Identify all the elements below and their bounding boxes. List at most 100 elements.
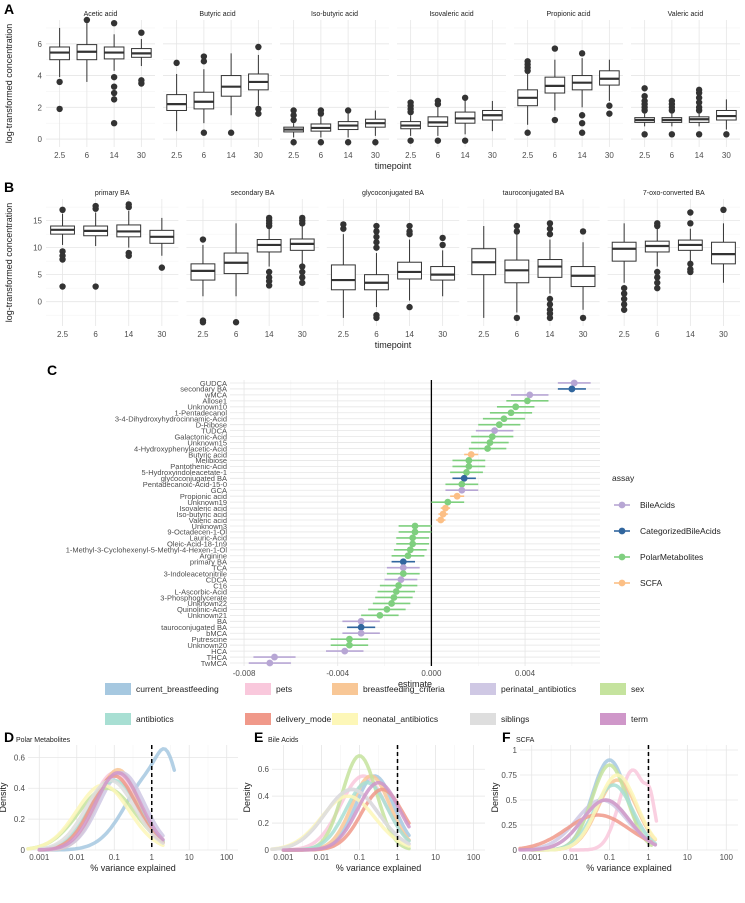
panel-letter: C <box>47 362 57 378</box>
x-axis-title: % variance explained <box>336 863 422 873</box>
estimate-point <box>266 659 274 667</box>
y-tick-label: 0 <box>265 846 270 855</box>
x-tick-label: 30 <box>254 151 263 160</box>
legend-label: PolarMetabolites <box>640 552 703 562</box>
y-tick-label: 3-Phosphoglycerate <box>160 593 227 602</box>
y-tick-label: GUDCA <box>200 379 227 388</box>
outlier-point <box>125 201 132 208</box>
box <box>131 29 152 87</box>
legend-label: antibiotics <box>136 714 174 724</box>
density-curve <box>518 798 658 852</box>
outlier-point <box>59 256 66 263</box>
outlier-point <box>56 78 63 86</box>
y-tick-label: 10 <box>33 244 42 253</box>
estimate-point <box>491 427 499 435</box>
legend-key-swatch <box>600 713 626 725</box>
estimate-point <box>406 546 414 554</box>
x-tick-label: 30 <box>298 330 307 339</box>
box <box>537 220 563 322</box>
outlier-point <box>110 19 118 27</box>
y-tick-label: 0 <box>38 298 43 307</box>
outlier-point <box>578 50 586 57</box>
box <box>166 59 187 132</box>
y-tick-label: 2 <box>38 103 43 112</box>
box <box>611 223 637 313</box>
x-tick-label: 0.01 <box>314 853 330 862</box>
estimate-point <box>458 480 466 488</box>
y-tick-label: Unknown20 <box>187 641 227 650</box>
x-tick-label: 2.5 <box>197 330 209 339</box>
box <box>116 201 142 259</box>
y-tick-label: Unknown22 <box>187 599 227 608</box>
outlier-point <box>620 290 628 297</box>
estimate-point <box>390 594 398 601</box>
y-tick-label: Oleic-Acid-18-1n9 <box>167 540 227 549</box>
outlier-point <box>641 131 648 138</box>
x-tick-label: 14 <box>405 330 414 339</box>
outlier-point <box>546 230 554 238</box>
x-tick-label: 0.1 <box>604 853 616 862</box>
estimate-point <box>460 474 468 482</box>
outlier-point <box>173 59 180 67</box>
outlier-point <box>110 89 118 97</box>
outlier-point <box>620 301 628 308</box>
x-tick-label: 2.5 <box>619 330 631 339</box>
estimate-point <box>271 653 278 661</box>
x-tick-label: 14 <box>461 151 470 160</box>
estimate-point <box>383 605 391 613</box>
legend-label: perinatal_antibiotics <box>501 684 576 694</box>
outlier-point <box>695 131 703 138</box>
y-tick-label: Quinolinic-Acid <box>177 605 227 614</box>
outlier-point <box>578 129 586 136</box>
box <box>471 226 497 318</box>
y-axis-title: Density <box>0 782 8 813</box>
box <box>49 27 70 113</box>
y-tick-label: Unknown21 <box>187 611 227 620</box>
estimate-point <box>568 385 576 393</box>
legend-key-swatch <box>470 683 496 695</box>
legend-label: SCFA <box>640 578 663 588</box>
outlier-point <box>110 96 118 103</box>
x-tick-label: 14 <box>578 151 587 160</box>
facet: secondary BA 2.5 6 14 30 <box>186 190 319 339</box>
outlier-point <box>654 274 661 281</box>
outlier-point <box>513 314 521 322</box>
box <box>50 206 75 290</box>
outlier-point <box>200 58 208 65</box>
box <box>544 45 566 124</box>
legend-key-swatch <box>245 713 271 725</box>
outlier-point <box>125 252 132 259</box>
y-tick-label: 1-Methyl-3-Cyclohexenyl-5-Methyl-4-Hexen… <box>66 546 228 555</box>
facet-title: 7-oxo-converted BA <box>643 190 705 197</box>
outlier-point <box>255 105 262 113</box>
outlier-point <box>406 222 413 230</box>
estimate-point <box>399 570 407 578</box>
density-curve <box>529 773 658 852</box>
panel-letter: D <box>4 729 14 745</box>
y-tick-label: 6 <box>38 40 43 49</box>
box <box>482 100 503 132</box>
x-tick-label: 10 <box>683 853 692 862</box>
box <box>517 58 538 136</box>
outlier-point <box>579 228 587 235</box>
box-body <box>537 259 563 278</box>
x-tick-label: 0.1 <box>354 853 366 862</box>
box <box>634 85 655 138</box>
y-tick-label: Unknown10 <box>187 403 227 412</box>
estimate-point <box>357 629 365 637</box>
outlier-point <box>654 220 661 227</box>
density-curve <box>37 778 165 851</box>
y-tick-label: 0.25 <box>501 821 517 830</box>
outlier-point <box>406 303 413 311</box>
estimate-point <box>376 611 384 619</box>
facet: 7-oxo-converted BA 2.5 6 14 30 <box>607 190 740 339</box>
x-axis-title: % variance explained <box>586 863 672 873</box>
x-tick-label: 100 <box>467 853 481 862</box>
y-tick-label: 0.2 <box>258 819 270 828</box>
facet-title: Valeric acid <box>668 11 704 18</box>
y-tick-label: 15 <box>33 217 42 226</box>
outlier-point <box>439 241 446 249</box>
outlier-point <box>439 234 446 242</box>
legend-label: CategorizedBileAcids <box>640 526 721 536</box>
outlier-point <box>578 112 586 119</box>
